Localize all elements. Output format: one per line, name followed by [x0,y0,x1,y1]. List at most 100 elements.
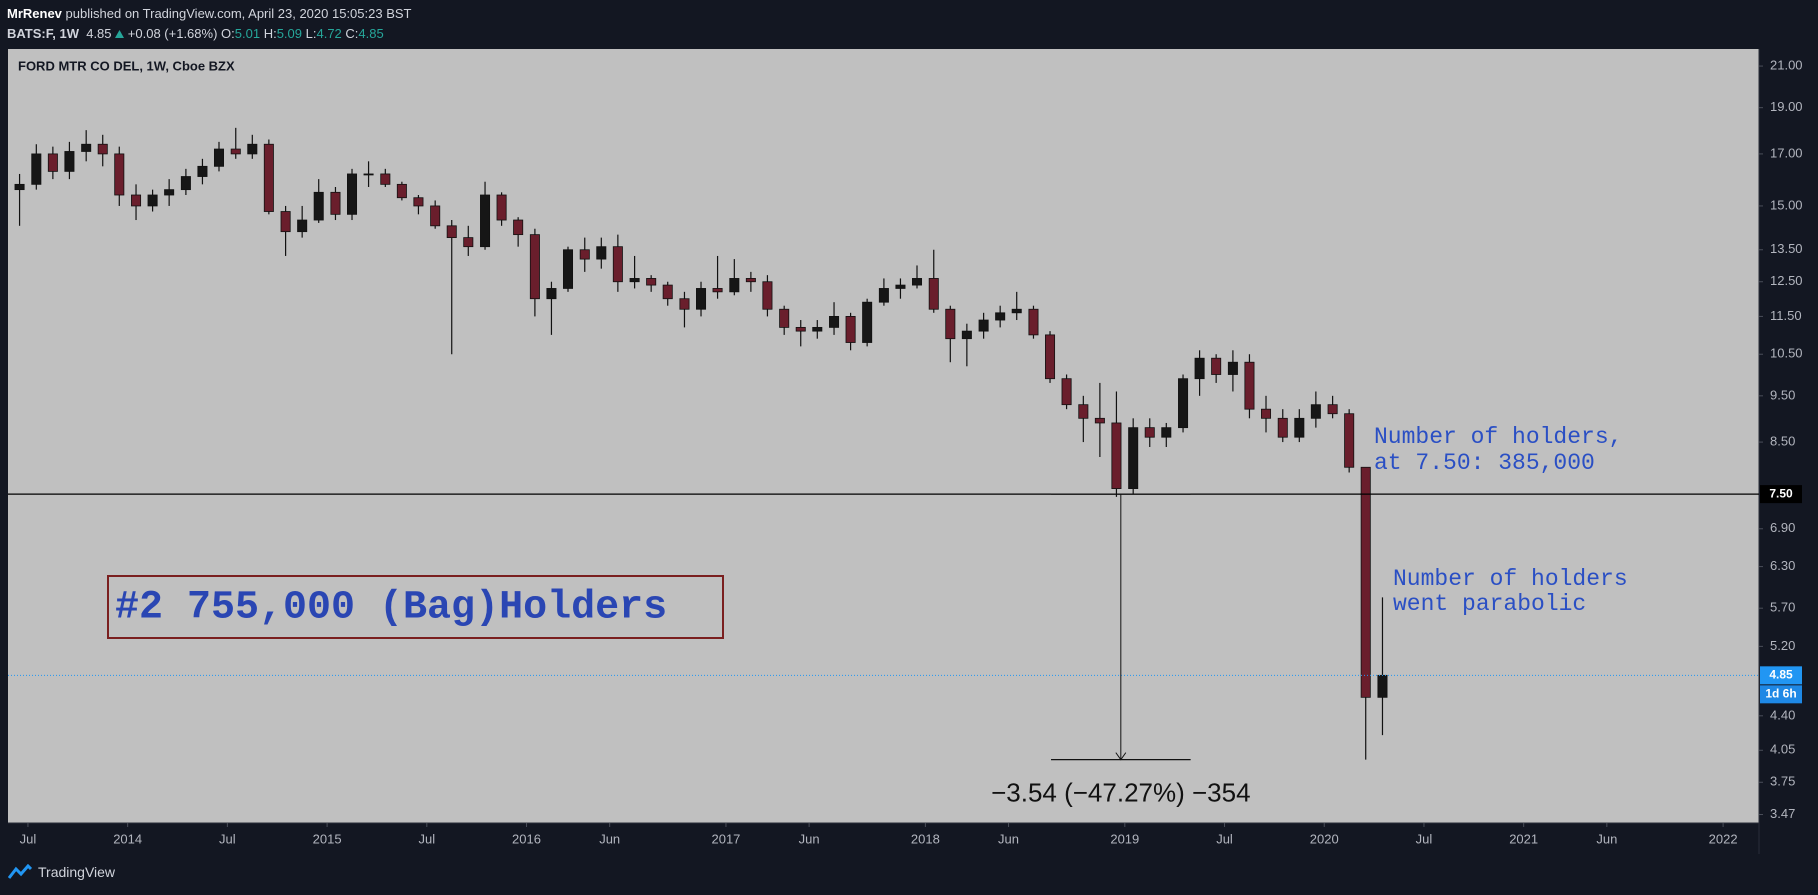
candle-body [829,316,840,328]
candle-body [47,153,58,172]
candle-body [779,308,790,328]
candle-body [1144,427,1155,438]
candle-body [762,281,773,310]
y-tick-label: 4.05 [1770,742,1795,757]
candle-body [213,148,225,167]
candle-body [1211,357,1222,375]
candle-body [31,153,42,185]
candle-body [463,237,474,248]
candle-body [230,148,241,155]
ohlc-value: 4.72 [316,26,342,41]
publish-line: MrRenev published on TradingView.com, Ap… [7,6,411,21]
candle-body [164,189,175,196]
candle-body [562,249,574,289]
x-tick-label: Jul [1416,831,1433,846]
candle-body [945,308,956,340]
candle-body [1310,404,1321,419]
candle-body [247,143,258,155]
candle-body [363,173,374,176]
change: +0.08 (+1.68%) [127,26,218,41]
candle-body [330,191,341,215]
candle-body [180,176,191,191]
candle-body [1360,466,1371,698]
x-tick-label: 2018 [911,831,940,846]
y-tick-label: 9.50 [1770,387,1795,402]
logo-icon [8,864,32,879]
x-tick-label: 2017 [711,831,740,846]
candle-body [895,284,906,289]
candle-body [347,173,358,215]
last-price-label: 4.85 [1769,668,1793,682]
annotation-box [107,575,724,639]
candle-body [1327,404,1338,415]
candle-body [1227,361,1238,375]
candle-body [1161,427,1172,438]
x-tick-label: 2016 [512,831,541,846]
candle-body [1377,674,1388,698]
countdown-label: 1d 6h [1765,687,1796,701]
y-tick-label: 6.30 [1770,558,1795,573]
y-tick-label: 5.70 [1770,600,1795,615]
price-label: 7.50 [1769,486,1793,500]
candle-body [280,211,291,233]
candle-body [529,234,540,300]
candle-body [646,278,657,286]
candle-body [114,153,125,196]
x-tick-label: Jun [599,831,620,846]
candle-body [1294,417,1305,438]
ohlc-label: O: [221,26,235,41]
candle-body [612,246,623,283]
candle-body [1094,417,1105,424]
candle-body [978,319,989,332]
y-tick-label: 15.00 [1770,197,1803,212]
candle-body [430,205,441,227]
y-tick-label: 3.75 [1770,774,1795,789]
candle-body [729,278,740,293]
candle-body [263,143,274,212]
candle-body [679,298,690,310]
ohlc-label: C: [345,26,359,41]
candle-body [1028,308,1039,336]
x-tick-label: Jun [998,831,1019,846]
y-tick-label: 21.00 [1770,58,1803,73]
y-tick-label: 6.90 [1770,520,1795,535]
candle-body [64,151,75,172]
last-price-box [1760,666,1802,685]
candle-body [662,284,673,300]
candle-body [1261,408,1272,419]
x-tick-label: 2019 [1110,831,1139,846]
y-tick-label: 11.50 [1770,308,1802,323]
y-tick-label: 12.50 [1770,273,1803,288]
x-tick-label: 2015 [313,831,342,846]
x-tick-label: Jul [1216,831,1233,846]
published: published on TradingView.com, April 23, … [65,6,412,21]
candle-body [1078,404,1089,419]
candle-body [812,326,823,332]
x-tick-label: Jul [219,831,236,846]
annotation-text: Number of holders [1393,566,1628,592]
y-tick-label: 5.20 [1770,638,1795,653]
symbol: BATS:F, 1W [7,26,79,41]
ohlc-value: 5.09 [276,26,303,41]
ohlc-label: H: [263,26,277,41]
symbol-line: BATS:F, 1W 4.85 +0.08 (+1.68%) O:5.01 H:… [7,26,384,41]
x-tick-label: Jun [1596,831,1617,846]
chart-title: FORD MTR CO DEL, 1W, Cboe BZX [18,58,235,73]
candle-body [1111,422,1122,490]
x-tick-label: 2022 [1709,831,1738,846]
candle-body [97,143,108,155]
annotation-text: went parabolic [1393,591,1586,617]
candle-body [862,301,873,343]
annotation-text: Number of holders, [1374,424,1622,450]
candle-body [1244,361,1255,410]
y-tick-label: 17.00 [1770,145,1803,160]
candle-body [579,249,590,260]
candle-body [928,278,939,310]
measure-label: −3.54 (−47.27%) −354 [991,777,1250,807]
candle-body [1194,357,1205,380]
candle-body [546,288,557,300]
candle-body [696,288,707,310]
candle-body [513,219,524,236]
candle-body [712,288,723,293]
candle-body [961,330,972,340]
